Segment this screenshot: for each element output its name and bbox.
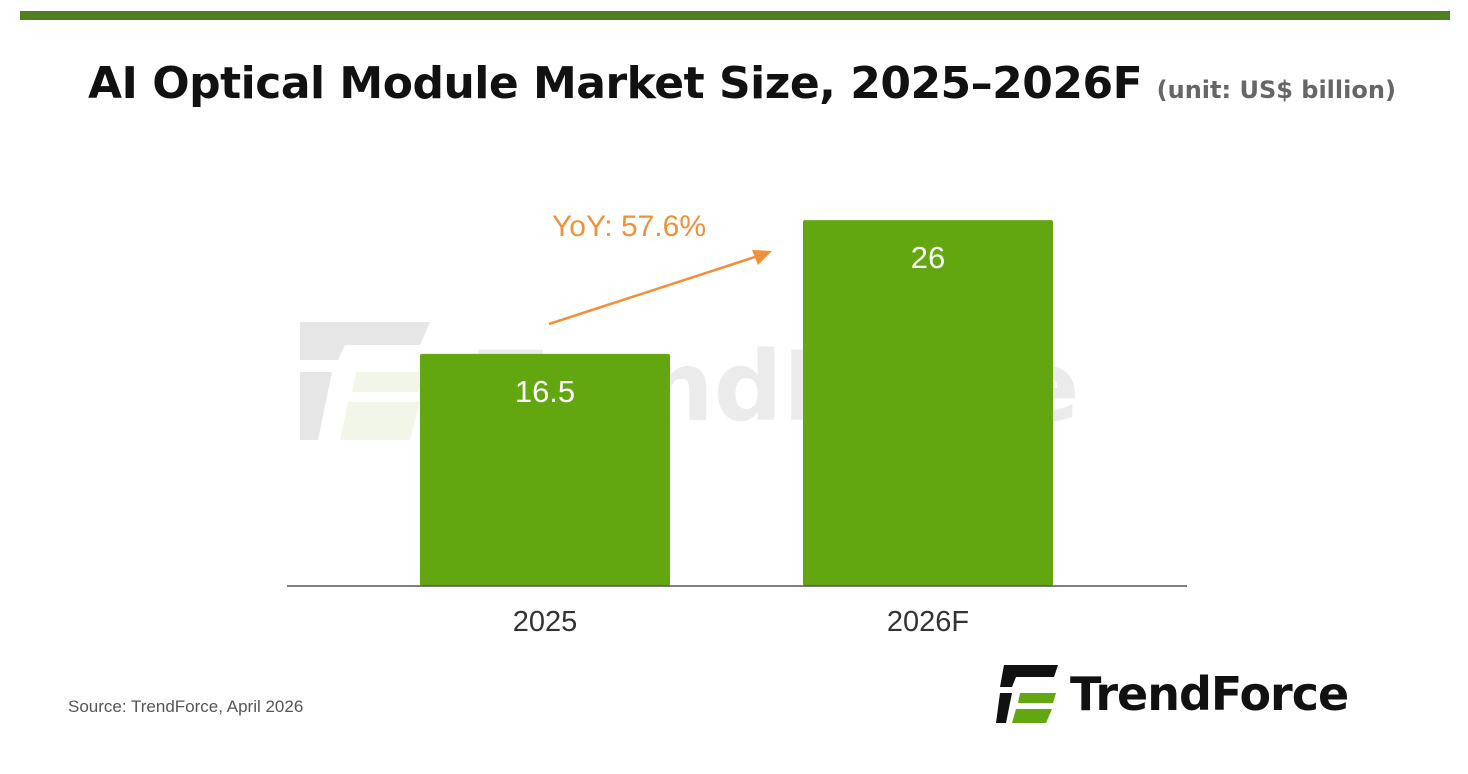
x-tick-label-2026F: 2026F [887, 606, 969, 638]
yoy-arrow-line [548, 254, 759, 326]
bar-2026F [803, 220, 1053, 586]
brand-logo: TrendForce [996, 662, 1349, 726]
yoy-annotation: YoY: 57.6% [552, 210, 706, 243]
chart-title: AI Optical Module Market Size, 2025–2026… [88, 58, 1143, 109]
yoy-arrow [548, 250, 772, 326]
yoy-arrowhead-icon [752, 250, 772, 265]
watermark-logo-accent-icon [340, 372, 425, 440]
data-label-2026F: 26 [911, 240, 945, 275]
title-row: AI Optical Module Market Size, 2025–2026… [88, 58, 1396, 109]
x-tick-label-2025: 2025 [513, 606, 578, 638]
unit-label: (unit: US$ billion) [1156, 76, 1396, 104]
brand-name: TrendForce [1070, 667, 1349, 721]
top-rule [20, 11, 1450, 20]
watermark-logo-icon [300, 322, 430, 440]
source-note: Source: TrendForce, April 2026 [68, 697, 304, 716]
bar-2025 [420, 353, 670, 586]
data-label-2025: 16.5 [515, 374, 575, 409]
trendforce-logo-icon [996, 665, 1058, 723]
